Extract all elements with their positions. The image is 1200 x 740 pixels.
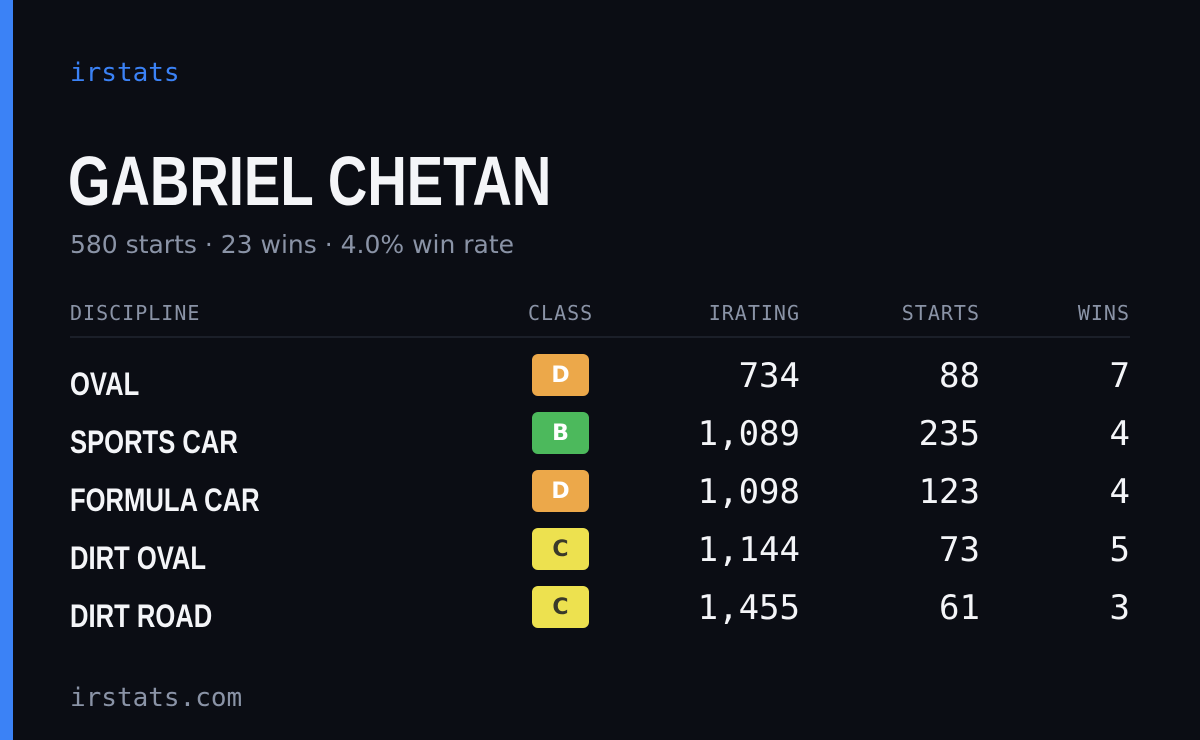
brand-logo-text[interactable]: irstats <box>70 58 180 88</box>
accent-bar <box>0 0 13 740</box>
table-row: DIRT OVAL C 1,144 73 5 <box>70 528 1130 586</box>
wins-value: 4 <box>1109 414 1130 454</box>
discipline-name: OVAL <box>70 366 140 402</box>
discipline-name: FORMULA CAR <box>70 482 260 518</box>
starts-value: 61 <box>939 588 980 628</box>
irating-value: 1,089 <box>697 414 800 454</box>
wins-value: 4 <box>1109 472 1130 512</box>
class-badge: B <box>532 412 589 454</box>
header-wins: WINS <box>1077 301 1130 325</box>
table-row: FORMULA CAR D 1,098 123 4 <box>70 470 1130 528</box>
wins-value: 7 <box>1109 356 1130 396</box>
header-discipline: DISCIPLINE <box>70 301 201 325</box>
driver-summary: 580 starts · 23 wins · 4.0% win rate <box>70 230 515 259</box>
header-class: CLASS <box>528 301 594 325</box>
table-row: DIRT ROAD C 1,455 61 3 <box>70 586 1130 644</box>
starts-value: 235 <box>918 414 980 454</box>
irating-value: 734 <box>738 356 800 396</box>
starts-value: 73 <box>939 530 980 570</box>
stats-table: DISCIPLINE CLASS IRATING STARTS WINS OVA… <box>70 300 1130 644</box>
wins-value: 3 <box>1109 588 1130 628</box>
table-body: OVAL D 734 88 7 SPORTS CAR B 1,089 235 4… <box>70 354 1130 644</box>
discipline-name: SPORTS CAR <box>70 424 238 460</box>
starts-value: 88 <box>939 356 980 396</box>
irating-value: 1,455 <box>697 588 800 628</box>
discipline-name: DIRT ROAD <box>70 598 213 634</box>
table-row: SPORTS CAR B 1,089 235 4 <box>70 412 1130 470</box>
starts-value: 123 <box>918 472 980 512</box>
header-irating: IRATING <box>708 301 800 325</box>
wins-value: 5 <box>1109 530 1130 570</box>
class-badge: D <box>532 354 589 396</box>
class-badge: D <box>532 470 589 512</box>
irating-value: 1,144 <box>697 530 800 570</box>
table-row: OVAL D 734 88 7 <box>70 354 1130 412</box>
discipline-name: DIRT OVAL <box>70 540 207 576</box>
table-header: DISCIPLINE CLASS IRATING STARTS WINS <box>70 300 1130 338</box>
class-badge: C <box>532 528 589 570</box>
irating-value: 1,098 <box>697 472 800 512</box>
class-badge: C <box>532 586 589 628</box>
driver-name: GABRIEL CHETAN <box>68 142 552 220</box>
footer-url[interactable]: irstats.com <box>70 683 243 713</box>
header-starts: STARTS <box>901 301 980 325</box>
